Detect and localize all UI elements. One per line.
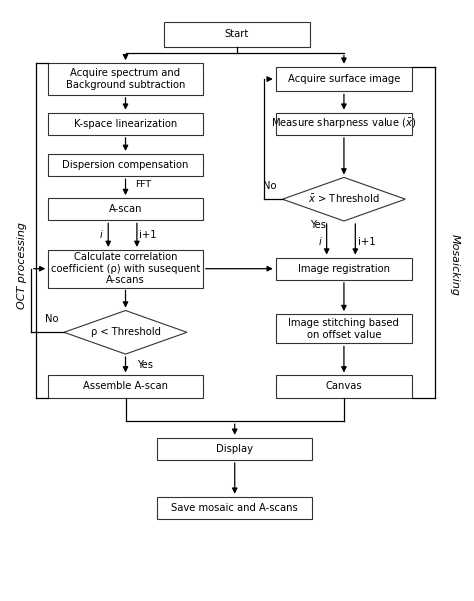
FancyBboxPatch shape	[276, 112, 412, 135]
Text: i: i	[100, 230, 103, 240]
FancyBboxPatch shape	[276, 314, 412, 344]
FancyBboxPatch shape	[157, 438, 312, 460]
FancyBboxPatch shape	[276, 375, 412, 398]
FancyBboxPatch shape	[48, 112, 203, 135]
Text: i+1: i+1	[358, 237, 375, 247]
FancyBboxPatch shape	[48, 375, 203, 398]
Text: Measure sharpness value ($\bar{x}$): Measure sharpness value ($\bar{x}$)	[271, 117, 417, 131]
FancyBboxPatch shape	[164, 22, 310, 47]
FancyBboxPatch shape	[48, 250, 203, 287]
Text: Display: Display	[216, 444, 253, 454]
Text: Mosaicking: Mosaicking	[449, 234, 459, 296]
Text: Acquire surface image: Acquire surface image	[288, 74, 400, 84]
Text: Image registration: Image registration	[298, 264, 390, 273]
Text: i: i	[319, 237, 321, 247]
Text: Dispersion compensation: Dispersion compensation	[62, 160, 189, 170]
Text: FFT: FFT	[136, 180, 152, 189]
Text: Start: Start	[225, 29, 249, 39]
Polygon shape	[283, 177, 405, 221]
Text: No: No	[45, 314, 59, 325]
Text: No: No	[263, 182, 276, 191]
Text: Canvas: Canvas	[326, 382, 362, 391]
Text: Yes: Yes	[310, 219, 327, 230]
Text: Calculate correlation
coefficient (ρ) with susequent
A-scans: Calculate correlation coefficient (ρ) wi…	[51, 252, 200, 285]
Text: Assemble A-scan: Assemble A-scan	[83, 382, 168, 391]
Text: OCT processing: OCT processing	[17, 222, 27, 309]
FancyBboxPatch shape	[48, 154, 203, 176]
Text: ρ < Threshold: ρ < Threshold	[91, 328, 161, 337]
Text: i+1: i+1	[139, 230, 157, 240]
Text: A-scan: A-scan	[109, 204, 142, 214]
Polygon shape	[64, 311, 187, 354]
FancyBboxPatch shape	[157, 496, 312, 519]
FancyBboxPatch shape	[48, 198, 203, 221]
Text: Yes: Yes	[137, 360, 153, 370]
Text: Image stitching based
on offset value: Image stitching based on offset value	[289, 318, 400, 340]
Text: K-space linearization: K-space linearization	[74, 119, 177, 129]
FancyBboxPatch shape	[48, 63, 203, 95]
Text: Acquire spectrum and
Background subtraction: Acquire spectrum and Background subtract…	[66, 69, 185, 90]
FancyBboxPatch shape	[276, 67, 412, 91]
Text: Save mosaic and A-scans: Save mosaic and A-scans	[171, 503, 298, 513]
FancyBboxPatch shape	[276, 257, 412, 280]
Text: $\bar{x}$ > Threshold: $\bar{x}$ > Threshold	[308, 193, 380, 205]
